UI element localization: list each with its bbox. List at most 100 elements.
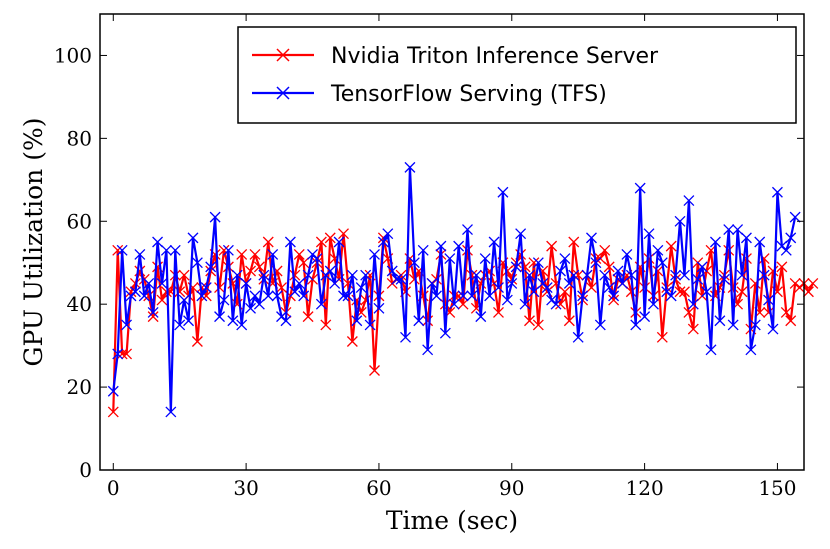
data-point [767, 323, 779, 335]
data-point [302, 269, 314, 281]
data-point [178, 294, 190, 306]
data-point [187, 232, 199, 244]
data-point [431, 290, 442, 302]
y-tick-label: 100 [54, 43, 92, 67]
data-point [506, 277, 518, 289]
data-point [267, 248, 279, 260]
data-point [231, 269, 243, 281]
data-point [652, 244, 664, 256]
data-point [621, 248, 633, 260]
data-point [462, 224, 473, 236]
data-point [338, 228, 349, 240]
data-point [160, 286, 172, 298]
x-axis-title: Time (sec) [386, 506, 518, 535]
data-point [780, 244, 792, 256]
data-point [457, 290, 469, 302]
data-point [488, 236, 500, 248]
data-point [740, 232, 752, 244]
data-point [745, 344, 757, 356]
data-point [599, 244, 611, 256]
data-point [683, 307, 695, 318]
data-point [382, 228, 394, 240]
data-point [324, 232, 336, 244]
data-point [581, 269, 593, 281]
data-point [369, 248, 380, 260]
data-point [156, 277, 168, 289]
data-point [400, 331, 411, 343]
data-point [160, 244, 172, 256]
data-point [568, 236, 580, 248]
y-tick-label: 60 [67, 209, 92, 233]
data-point [107, 406, 119, 418]
legend-marker [276, 48, 290, 62]
data-point [532, 257, 544, 269]
data-point [643, 228, 655, 240]
data-point [298, 290, 310, 302]
data-point [214, 311, 226, 323]
data-point [395, 273, 407, 285]
data-point [209, 211, 221, 223]
data-point [736, 286, 748, 298]
data-point [776, 261, 788, 273]
data-point [404, 161, 416, 173]
data-point [732, 224, 744, 236]
series-markers-2 [107, 161, 801, 418]
data-point [240, 277, 252, 289]
data-point [214, 282, 226, 294]
data-point [342, 290, 354, 302]
data-point [408, 273, 420, 285]
data-point [524, 315, 535, 327]
data-point [249, 248, 261, 260]
data-point [723, 224, 735, 236]
data-point [466, 290, 478, 302]
data-point [802, 286, 814, 298]
data-point [311, 253, 323, 265]
data-point [541, 282, 553, 294]
data-point [780, 307, 792, 318]
y-tick-label: 20 [67, 375, 92, 399]
data-point [147, 311, 159, 323]
legend-box [237, 26, 797, 124]
data-point [408, 257, 420, 269]
data-point [515, 228, 527, 240]
data-point [555, 265, 566, 277]
data-point [674, 286, 686, 298]
data-point [320, 319, 332, 331]
data-point [152, 236, 164, 248]
data-point [169, 244, 181, 256]
data-point [280, 315, 292, 327]
data-point [727, 282, 739, 294]
data-point [519, 298, 531, 310]
axes: 0 30 60 90 120 150 0 20 40 60 80 100 [54, 13, 805, 500]
data-point [617, 277, 628, 289]
data-point [222, 244, 234, 256]
data-point [227, 315, 239, 327]
data-point [718, 273, 730, 285]
x-tick-label: 60 [366, 476, 391, 500]
data-point [501, 265, 513, 277]
data-point [129, 286, 141, 298]
data-point [453, 240, 465, 252]
data-point [125, 286, 137, 298]
data-point [785, 232, 797, 244]
data-point [271, 290, 283, 302]
data-point [572, 331, 584, 343]
data-point [687, 298, 699, 310]
data-point [174, 319, 186, 331]
data-point [121, 319, 133, 331]
data-point [612, 265, 624, 277]
data-point [670, 269, 682, 281]
data-point [293, 277, 305, 289]
data-point [524, 269, 535, 281]
data-point [258, 269, 270, 281]
data-point [470, 269, 482, 281]
data-point [165, 406, 177, 418]
data-point [293, 248, 305, 260]
data-point [302, 311, 314, 323]
data-point [245, 265, 257, 277]
data-point [696, 261, 708, 273]
data-point [807, 277, 819, 289]
data-point [338, 290, 349, 302]
data-point [138, 290, 150, 302]
